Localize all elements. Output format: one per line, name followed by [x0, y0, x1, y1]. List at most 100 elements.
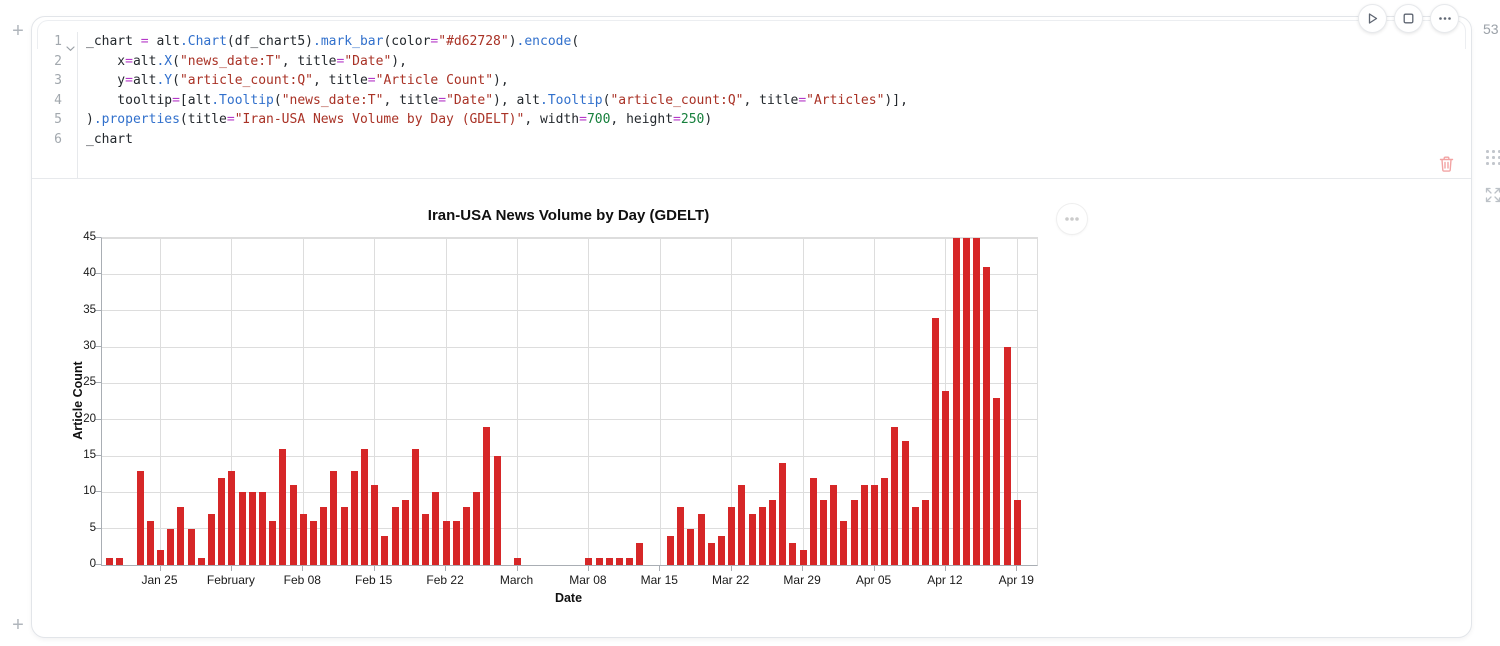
play-icon: [1365, 11, 1380, 26]
stop-cell-button[interactable]: [1394, 4, 1423, 33]
x-tick: [944, 565, 946, 571]
x-tick: [302, 565, 304, 571]
bar[interactable]: [116, 557, 124, 565]
bar[interactable]: [156, 550, 165, 565]
bar[interactable]: [197, 557, 205, 565]
bar[interactable]: [299, 514, 307, 565]
bar[interactable]: [513, 557, 522, 565]
cell-menu-button[interactable]: [1430, 4, 1459, 33]
v-gridline: [659, 238, 661, 565]
bar[interactable]: [768, 499, 777, 565]
bar[interactable]: [371, 485, 379, 565]
bar[interactable]: [269, 521, 277, 565]
bar[interactable]: [228, 470, 236, 565]
bar[interactable]: [187, 528, 195, 565]
bar[interactable]: [105, 557, 114, 565]
bar[interactable]: [360, 448, 369, 565]
bar[interactable]: [962, 238, 970, 565]
bar[interactable]: [462, 506, 471, 565]
bar[interactable]: [248, 492, 256, 565]
bar[interactable]: [411, 448, 420, 565]
bar[interactable]: [860, 485, 868, 565]
bar[interactable]: [799, 550, 807, 565]
bar[interactable]: [728, 506, 736, 565]
line-number: 4: [54, 92, 62, 108]
bar[interactable]: [779, 463, 787, 565]
bar[interactable]: [391, 506, 399, 565]
bar[interactable]: [146, 521, 154, 565]
bar[interactable]: [850, 499, 858, 565]
bar[interactable]: [942, 390, 950, 565]
bar[interactable]: [738, 485, 746, 565]
y-tick-label: 30: [83, 340, 96, 352]
bar[interactable]: [921, 499, 930, 565]
bar[interactable]: [585, 557, 593, 565]
drag-handle-icon[interactable]: [1486, 150, 1500, 168]
bar[interactable]: [677, 506, 685, 565]
bar[interactable]: [136, 470, 144, 565]
bar[interactable]: [758, 506, 766, 565]
bar[interactable]: [320, 506, 328, 565]
bar[interactable]: [891, 426, 899, 565]
bar[interactable]: [218, 477, 226, 565]
bar[interactable]: [870, 485, 879, 565]
bar[interactable]: [442, 521, 450, 565]
add-cell-below-button[interactable]: +: [12, 614, 24, 636]
bar[interactable]: [238, 492, 246, 565]
bar[interactable]: [809, 477, 817, 565]
bar[interactable]: [983, 267, 991, 565]
bar[interactable]: [666, 535, 675, 565]
y-tick: [95, 564, 101, 565]
bar[interactable]: [626, 557, 634, 565]
delete-cell-button[interactable]: [1438, 154, 1458, 174]
bar[interactable]: [309, 521, 318, 565]
expand-cell-icon[interactable]: [1484, 186, 1500, 204]
x-tick: [587, 565, 589, 571]
bar[interactable]: [483, 426, 491, 565]
bar[interactable]: [381, 535, 389, 565]
run-cell-button[interactable]: [1358, 4, 1387, 33]
fold-chevron-icon[interactable]: [66, 39, 75, 59]
bar[interactable]: [707, 543, 715, 565]
bar[interactable]: [350, 470, 358, 565]
x-tick-label: Jan 25: [141, 573, 178, 587]
bar[interactable]: [993, 397, 1001, 565]
bar[interactable]: [167, 528, 175, 565]
bar[interactable]: [911, 506, 919, 565]
bar[interactable]: [881, 477, 889, 565]
bar[interactable]: [932, 317, 940, 565]
bar[interactable]: [697, 514, 705, 565]
bar[interactable]: [615, 557, 624, 565]
bar[interactable]: [1013, 499, 1021, 565]
bar[interactable]: [830, 485, 838, 565]
bar[interactable]: [258, 492, 267, 565]
bar[interactable]: [422, 514, 430, 565]
bar[interactable]: [595, 557, 603, 565]
bar[interactable]: [473, 492, 481, 565]
bar[interactable]: [687, 528, 695, 565]
bar[interactable]: [452, 521, 460, 565]
bar[interactable]: [330, 470, 338, 565]
bar[interactable]: [789, 543, 797, 565]
bar[interactable]: [177, 506, 185, 565]
bar[interactable]: [748, 514, 756, 565]
bar[interactable]: [972, 238, 981, 565]
bar[interactable]: [340, 506, 348, 565]
chart-menu-button[interactable]: [1056, 203, 1088, 235]
bar[interactable]: [1003, 347, 1011, 565]
bar[interactable]: [717, 535, 726, 565]
bar[interactable]: [289, 485, 297, 565]
bar[interactable]: [901, 441, 909, 565]
bar[interactable]: [401, 499, 409, 565]
bar[interactable]: [952, 238, 960, 565]
bar[interactable]: [432, 492, 440, 565]
bar[interactable]: [819, 499, 828, 565]
add-cell-above-button[interactable]: +: [12, 20, 24, 42]
bar[interactable]: [840, 521, 848, 565]
bar[interactable]: [636, 543, 644, 565]
bar[interactable]: [493, 456, 501, 565]
bar[interactable]: [279, 448, 287, 565]
bar[interactable]: [207, 514, 216, 565]
bar[interactable]: [605, 557, 613, 565]
